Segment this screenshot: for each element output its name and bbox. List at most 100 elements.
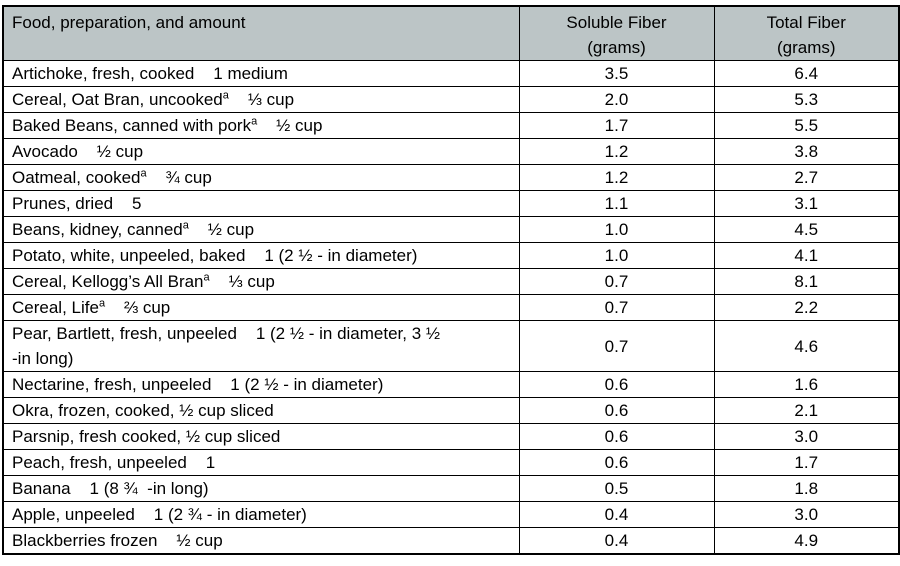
cell-soluble-fiber-grams: 0.4 xyxy=(518,501,715,528)
cell-soluble-fiber-grams: 0.6 xyxy=(518,449,715,476)
cell-total-fiber-grams: 2.7 xyxy=(713,164,900,191)
food-text: Cereal, Life xyxy=(12,298,99,317)
food-text: Artichoke, fresh, cooked xyxy=(12,64,195,83)
cell-total-fiber-grams: 5.5 xyxy=(713,112,900,139)
table-row: Oatmeal, cookeda ¾ cup 1.2 2.7 xyxy=(2,164,900,191)
cell-food-preparation-amount: Cereal, Oat Bran, uncookeda ⅓ cup xyxy=(2,86,520,113)
cell-total-fiber-grams: 6.4 xyxy=(713,60,900,87)
food-text: Baked Beans, canned with pork xyxy=(12,116,252,135)
cell-soluble-fiber-grams: 0.7 xyxy=(518,268,715,295)
food-text: Peach, fresh, unpeeled xyxy=(12,453,187,472)
food-text: Potato, white, unpeeled, baked xyxy=(12,246,246,265)
table-row: Nectarine, fresh, unpeeled 1 (2 ½ - in d… xyxy=(2,371,900,398)
amount-text: ¾ cup xyxy=(146,168,212,187)
table-row: Apple, unpeeled 1 (2 ¾ - in diameter) 0.… xyxy=(2,501,900,528)
footnote-superscript: a xyxy=(251,115,258,128)
cell-soluble-fiber-grams: 0.6 xyxy=(518,423,715,450)
cell-food-preparation-amount: Cereal, Lifea ⅔ cup xyxy=(2,294,520,321)
footnote-superscript: a xyxy=(203,271,210,284)
footnote-superscript: a xyxy=(222,89,229,102)
column-header-soluble-label: Soluble Fiber xyxy=(566,13,667,32)
table-row: Banana 1 (8 ¾ -in long) 0.5 1.8 xyxy=(2,475,900,502)
column-header-food: Food, preparation, and amount xyxy=(2,5,520,61)
cell-total-fiber-grams: 3.1 xyxy=(713,190,900,217)
cell-food-preparation-amount: Prunes, dried 5 xyxy=(2,190,520,217)
food-text: Nectarine, fresh, unpeeled xyxy=(12,375,212,394)
food-text: Cereal, Oat Bran, uncooked xyxy=(12,90,223,109)
cell-total-fiber-grams: 2.2 xyxy=(713,294,900,321)
amount-text: 1 (8 ¾ -in long) xyxy=(70,479,209,498)
column-header-total-label: Total Fiber xyxy=(766,13,846,32)
footnote-superscript: a xyxy=(98,297,106,310)
food-text: Banana xyxy=(12,479,71,498)
table-row: Potato, white, unpeeled, baked 1 (2 ½ - … xyxy=(2,242,900,269)
table-row: Parsnip, fresh cooked, ½ cup sliced 0.6 … xyxy=(2,423,900,450)
amount-text: ½ cup xyxy=(77,142,144,161)
column-header-total-unit: (grams) xyxy=(776,38,836,57)
amount-text: ⅓ cup xyxy=(209,272,275,291)
cell-total-fiber-grams: 5.3 xyxy=(713,86,900,113)
amount-text: ⅔ cup xyxy=(105,298,171,317)
table-body: Artichoke, fresh, cooked 1 medium 3.5 6.… xyxy=(2,60,900,555)
cell-soluble-fiber-grams: 0.7 xyxy=(518,320,715,372)
food-text: Pear, Bartlett, fresh, unpeeled xyxy=(12,324,237,343)
cell-soluble-fiber-grams: 0.6 xyxy=(518,397,715,424)
column-header-food-label: Food, preparation, and amount xyxy=(12,13,246,32)
amount-text: 1 (2 ½ - in diameter) xyxy=(211,375,384,394)
cell-total-fiber-grams: 4.1 xyxy=(713,242,900,269)
amount-text: 1 (2 ½ - in diameter, 3 ½ -in long) xyxy=(12,324,441,368)
cell-soluble-fiber-grams: 0.4 xyxy=(518,527,715,555)
column-header-soluble-fiber: Soluble Fiber (grams) xyxy=(518,5,715,61)
header-row: Food, preparation, and amount Soluble Fi… xyxy=(2,5,900,61)
table-row: Okra, frozen, cooked, ½ cup sliced 0.6 2… xyxy=(2,397,900,424)
food-text: Oatmeal, cooked xyxy=(12,168,141,187)
food-text: Avocado xyxy=(12,142,78,161)
amount-text: 1 (2 ¾ - in diameter) xyxy=(134,505,307,524)
table-row: Cereal, Kellogg’s All Brana ⅓ cup 0.7 8.… xyxy=(2,268,900,295)
cell-total-fiber-grams: 3.0 xyxy=(713,423,900,450)
cell-food-preparation-amount: Artichoke, fresh, cooked 1 medium xyxy=(2,60,520,87)
amount-text: ½ cup xyxy=(257,116,323,135)
cell-total-fiber-grams: 1.7 xyxy=(713,449,900,476)
table-row: Cereal, Oat Bran, uncookeda ⅓ cup 2.0 5.… xyxy=(2,86,900,113)
amount-text: ⅓ cup xyxy=(228,90,295,109)
cell-food-preparation-amount: Potato, white, unpeeled, baked 1 (2 ½ - … xyxy=(2,242,520,269)
table-row: Prunes, dried 5 1.1 3.1 xyxy=(2,190,900,217)
table-row: Pear, Bartlett, fresh, unpeeled 1 (2 ½ -… xyxy=(2,320,900,372)
table-row: Beans, kidney, canneda ½ cup 1.0 4.5 xyxy=(2,216,900,243)
cell-food-preparation-amount: Peach, fresh, unpeeled 1 xyxy=(2,449,520,476)
cell-soluble-fiber-grams: 0.7 xyxy=(518,294,715,321)
cell-total-fiber-grams: 2.1 xyxy=(713,397,900,424)
table-row: Baked Beans, canned with porka ½ cup 1.7… xyxy=(2,112,900,139)
cell-food-preparation-amount: Oatmeal, cookeda ¾ cup xyxy=(2,164,520,191)
cell-food-preparation-amount: Baked Beans, canned with porka ½ cup xyxy=(2,112,520,139)
footnote-superscript: a xyxy=(182,219,189,232)
table-row: Blackberries frozen ½ cup 0.4 4.9 xyxy=(2,527,900,555)
food-text: Apple, unpeeled xyxy=(12,505,135,524)
amount-text: 1 (2 ½ - in diameter) xyxy=(245,246,418,265)
food-text: Cereal, Kellogg’s All Bran xyxy=(12,272,204,291)
cell-food-preparation-amount: Pear, Bartlett, fresh, unpeeled 1 (2 ½ -… xyxy=(2,320,520,372)
cell-food-preparation-amount: Nectarine, fresh, unpeeled 1 (2 ½ - in d… xyxy=(2,371,520,398)
cell-total-fiber-grams: 3.0 xyxy=(713,501,900,528)
amount-text: ½ cup xyxy=(157,531,223,550)
food-text: Prunes, dried xyxy=(12,194,114,213)
cell-food-preparation-amount: Banana 1 (8 ¾ -in long) xyxy=(2,475,520,502)
cell-soluble-fiber-grams: 1.2 xyxy=(518,138,715,165)
cell-soluble-fiber-grams: 1.1 xyxy=(518,190,715,217)
cell-total-fiber-grams: 1.8 xyxy=(713,475,900,502)
cell-food-preparation-amount: Parsnip, fresh cooked, ½ cup sliced xyxy=(2,423,520,450)
cell-total-fiber-grams: 4.5 xyxy=(713,216,900,243)
cell-food-preparation-amount: Okra, frozen, cooked, ½ cup sliced xyxy=(2,397,520,424)
cell-food-preparation-amount: Apple, unpeeled 1 (2 ¾ - in diameter) xyxy=(2,501,520,528)
food-text: Beans, kidney, canned xyxy=(12,220,183,239)
cell-soluble-fiber-grams: 1.0 xyxy=(518,216,715,243)
amount-text: 1 medium xyxy=(194,64,288,83)
cell-food-preparation-amount: Beans, kidney, canneda ½ cup xyxy=(2,216,520,243)
table-row: Peach, fresh, unpeeled 1 0.6 1.7 xyxy=(2,449,900,476)
cell-soluble-fiber-grams: 0.5 xyxy=(518,475,715,502)
column-header-total-fiber: Total Fiber (grams) xyxy=(713,5,900,61)
footnote-superscript: a xyxy=(140,167,147,180)
cell-soluble-fiber-grams: 1.7 xyxy=(518,112,715,139)
table-header: Food, preparation, and amount Soluble Fi… xyxy=(2,5,900,61)
